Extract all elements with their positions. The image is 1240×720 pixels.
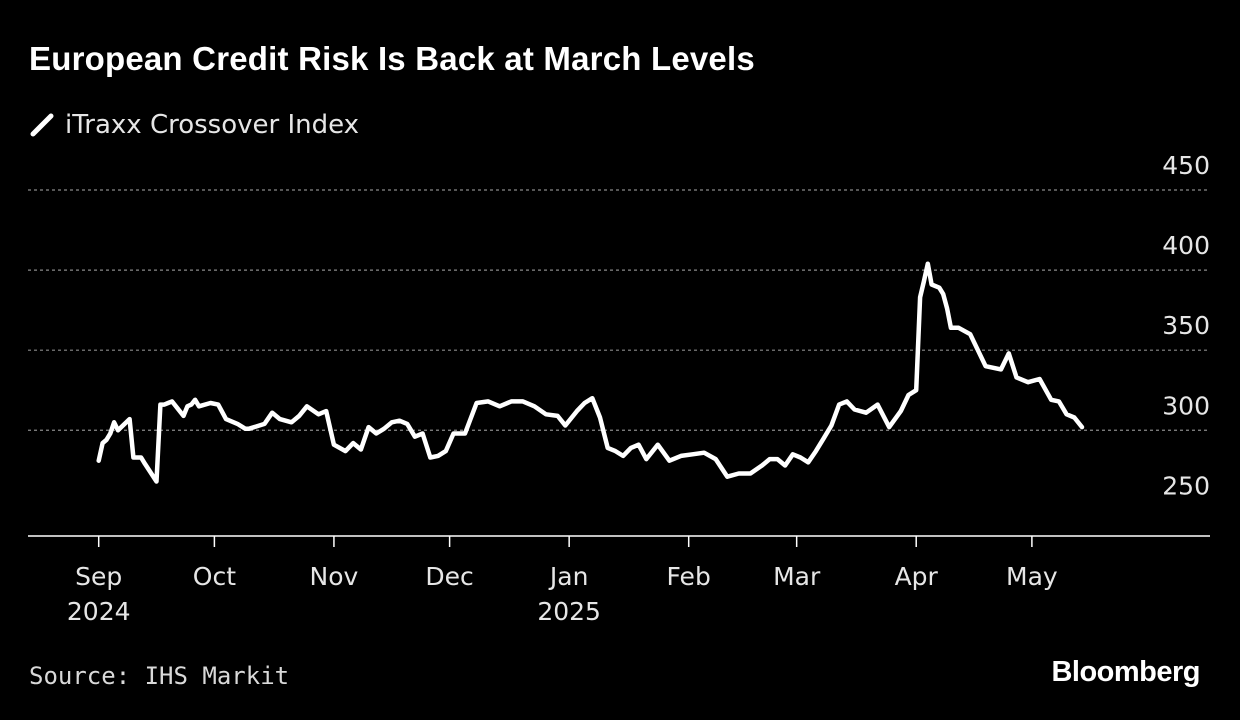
series-layer (96, 261, 1085, 484)
x-tick-label: Nov (310, 562, 359, 591)
x-tick-label: Apr (895, 562, 939, 591)
x-tick-label: Mar (773, 562, 821, 591)
y-tick-label: 450 (1162, 151, 1210, 180)
x-tick-label: Feb (667, 562, 711, 591)
x-tick-label: May (1006, 562, 1058, 591)
legend-label: iTraxx Crossover Index (65, 110, 360, 140)
x-tick-label: Sep (75, 562, 122, 591)
x-tick-year-label: 2025 (537, 597, 601, 626)
chart-title: European Credit Risk Is Back at March Le… (29, 40, 755, 77)
x-tick-label: Jan (548, 562, 589, 591)
y-tick-label: 250 (1162, 471, 1210, 500)
x-axis: Sep 2024 Oct Nov Dec Jan 2025 Feb Mar Apr May (28, 535, 1210, 626)
source-note: Source: IHS Markit (29, 662, 290, 690)
x-tick-label: Oct (193, 562, 236, 591)
y-tick-label: 350 (1162, 311, 1210, 340)
series-line-itraxx-crossover (96, 261, 1085, 484)
line-swatch-icon (30, 113, 54, 137)
y-axis: 250 300 350 400 450 (1162, 151, 1210, 500)
y-tick-label: 300 (1162, 391, 1210, 420)
bloomberg-logo: Bloomberg (1051, 656, 1200, 688)
grid-layer (28, 189, 1210, 431)
x-tick-year-label: 2024 (67, 597, 131, 626)
x-tick-label: Dec (425, 562, 473, 591)
y-tick-label: 400 (1162, 231, 1210, 260)
legend: iTraxx Crossover Index (29, 108, 359, 142)
